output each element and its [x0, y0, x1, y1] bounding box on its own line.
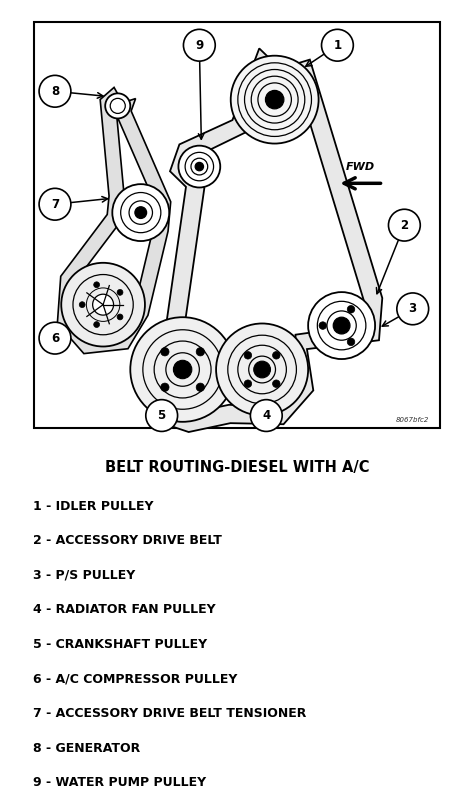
Text: 7 - ACCESSORY DRIVE BELT TENSIONER: 7 - ACCESSORY DRIVE BELT TENSIONER	[33, 707, 307, 720]
Text: 2: 2	[401, 218, 409, 232]
Circle shape	[347, 338, 355, 346]
Circle shape	[39, 76, 71, 107]
Text: 1: 1	[333, 39, 341, 52]
Polygon shape	[153, 49, 383, 432]
Text: 9: 9	[195, 39, 203, 52]
Circle shape	[92, 294, 114, 315]
Circle shape	[265, 90, 284, 109]
Circle shape	[130, 317, 235, 422]
Circle shape	[94, 282, 100, 288]
Circle shape	[117, 314, 123, 320]
Circle shape	[173, 360, 192, 379]
Text: 8 - GENERATOR: 8 - GENERATOR	[33, 742, 140, 755]
Circle shape	[196, 347, 205, 356]
Circle shape	[183, 29, 215, 61]
Text: 6: 6	[51, 332, 59, 344]
Circle shape	[244, 351, 252, 359]
Text: 6 - A/C COMPRESSOR PULLEY: 6 - A/C COMPRESSOR PULLEY	[33, 673, 237, 685]
Text: 3: 3	[409, 302, 417, 316]
Text: 9 - WATER PUMP PULLEY: 9 - WATER PUMP PULLEY	[33, 776, 206, 789]
Text: 8: 8	[51, 84, 59, 98]
Circle shape	[273, 380, 280, 387]
Text: 2 - ACCESSORY DRIVE BELT: 2 - ACCESSORY DRIVE BELT	[33, 534, 222, 548]
Circle shape	[347, 305, 355, 313]
Circle shape	[250, 399, 282, 431]
Circle shape	[112, 184, 169, 241]
Circle shape	[135, 206, 146, 218]
Circle shape	[79, 302, 85, 308]
Text: 1 - IDLER PULLEY: 1 - IDLER PULLEY	[33, 500, 154, 512]
Circle shape	[333, 317, 350, 334]
Circle shape	[321, 29, 353, 61]
Text: 5: 5	[157, 409, 166, 422]
Circle shape	[161, 383, 169, 391]
Text: 8067bfc2: 8067bfc2	[396, 417, 429, 422]
Circle shape	[273, 351, 280, 359]
Circle shape	[94, 322, 100, 328]
Text: 4 - RADIATOR FAN PULLEY: 4 - RADIATOR FAN PULLEY	[33, 603, 216, 616]
Circle shape	[39, 322, 71, 354]
Text: 4: 4	[262, 409, 270, 422]
Circle shape	[389, 210, 420, 241]
Circle shape	[397, 293, 428, 324]
Circle shape	[196, 383, 205, 391]
Text: 3 - P/S PULLEY: 3 - P/S PULLEY	[33, 569, 136, 582]
Text: 5 - CRANKSHAFT PULLEY: 5 - CRANKSHAFT PULLEY	[33, 638, 207, 651]
Circle shape	[254, 361, 271, 378]
Circle shape	[319, 322, 327, 329]
Circle shape	[146, 399, 178, 431]
Circle shape	[178, 146, 220, 187]
Circle shape	[117, 289, 123, 295]
Circle shape	[244, 380, 252, 387]
Circle shape	[161, 347, 169, 356]
Circle shape	[216, 324, 308, 415]
Polygon shape	[57, 88, 171, 354]
Circle shape	[105, 93, 130, 119]
Circle shape	[195, 163, 203, 171]
Circle shape	[61, 263, 145, 347]
Text: FWD: FWD	[346, 162, 375, 171]
Text: BELT ROUTING-DIESEL WITH A/C: BELT ROUTING-DIESEL WITH A/C	[105, 460, 369, 475]
Circle shape	[39, 188, 71, 220]
Circle shape	[231, 56, 319, 143]
Text: 7: 7	[51, 198, 59, 210]
Circle shape	[308, 292, 375, 359]
